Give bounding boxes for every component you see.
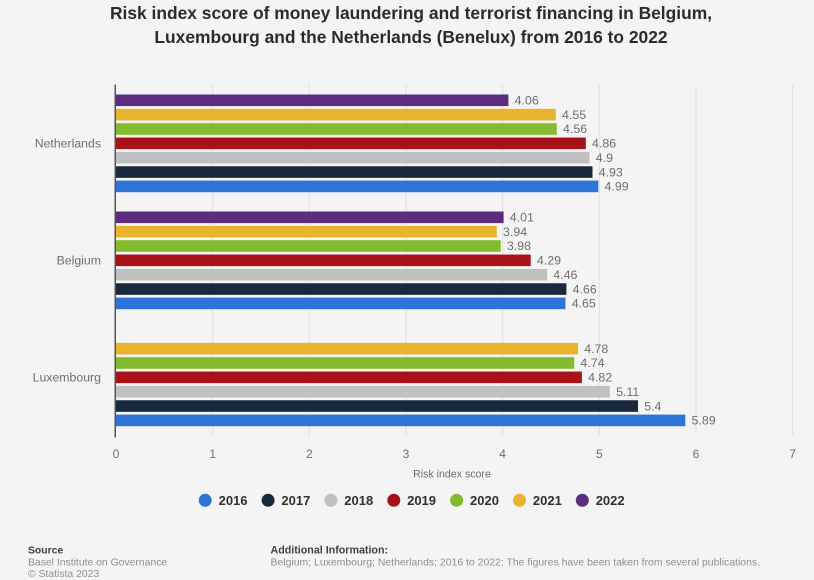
svg-text:3.94: 3.94: [503, 225, 527, 239]
svg-text:© Statista 2023: © Statista 2023: [28, 569, 99, 580]
svg-text:Basel Institute on Governance: Basel Institute on Governance: [28, 558, 167, 569]
svg-text:2016: 2016: [219, 493, 248, 508]
svg-text:5.89: 5.89: [692, 414, 716, 428]
svg-text:5.11: 5.11: [616, 385, 639, 399]
svg-text:Luxembourg: Luxembourg: [33, 370, 102, 384]
svg-text:4.01: 4.01: [510, 211, 534, 225]
svg-text:0: 0: [113, 447, 120, 461]
svg-text:4.9: 4.9: [596, 151, 613, 165]
svg-text:Additional Information:: Additional Information:: [271, 545, 389, 557]
svg-text:5: 5: [596, 447, 603, 461]
svg-text:Belgium: Belgium: [57, 253, 101, 267]
svg-text:4.93: 4.93: [599, 165, 623, 179]
svg-text:Source: Source: [28, 546, 63, 557]
svg-text:2: 2: [306, 447, 313, 461]
svg-text:Belgium; Luxembourg; Netherlan: Belgium; Luxembourg; Netherlands; 2016 t…: [271, 558, 761, 569]
svg-text:2022: 2022: [596, 493, 625, 508]
svg-text:4: 4: [499, 447, 506, 461]
svg-text:4.82: 4.82: [588, 371, 612, 385]
svg-text:4.65: 4.65: [572, 297, 596, 311]
svg-text:4.29: 4.29: [537, 254, 561, 268]
svg-text:5.4: 5.4: [644, 399, 661, 413]
svg-text:4.55: 4.55: [562, 108, 586, 122]
svg-text:4.78: 4.78: [584, 342, 608, 356]
svg-text:3: 3: [403, 447, 410, 461]
svg-text:4.74: 4.74: [580, 356, 604, 370]
svg-text:4.99: 4.99: [605, 180, 629, 194]
svg-text:4.46: 4.46: [553, 268, 577, 282]
svg-text:2018: 2018: [344, 493, 373, 508]
svg-text:2017: 2017: [281, 493, 310, 508]
svg-text:Risk index score: Risk index score: [413, 469, 491, 481]
svg-text:3.98: 3.98: [507, 239, 531, 253]
svg-text:7: 7: [789, 447, 796, 461]
svg-text:2019: 2019: [407, 493, 436, 508]
svg-text:4.06: 4.06: [515, 94, 539, 108]
svg-text:2021: 2021: [533, 493, 562, 508]
svg-text:4.86: 4.86: [592, 137, 616, 151]
svg-text:4.66: 4.66: [573, 282, 597, 296]
svg-text:6: 6: [693, 447, 700, 461]
svg-text:2020: 2020: [470, 493, 499, 508]
svg-text:Netherlands: Netherlands: [35, 136, 101, 150]
svg-text:1: 1: [209, 447, 216, 461]
svg-text:4.56: 4.56: [563, 122, 587, 136]
